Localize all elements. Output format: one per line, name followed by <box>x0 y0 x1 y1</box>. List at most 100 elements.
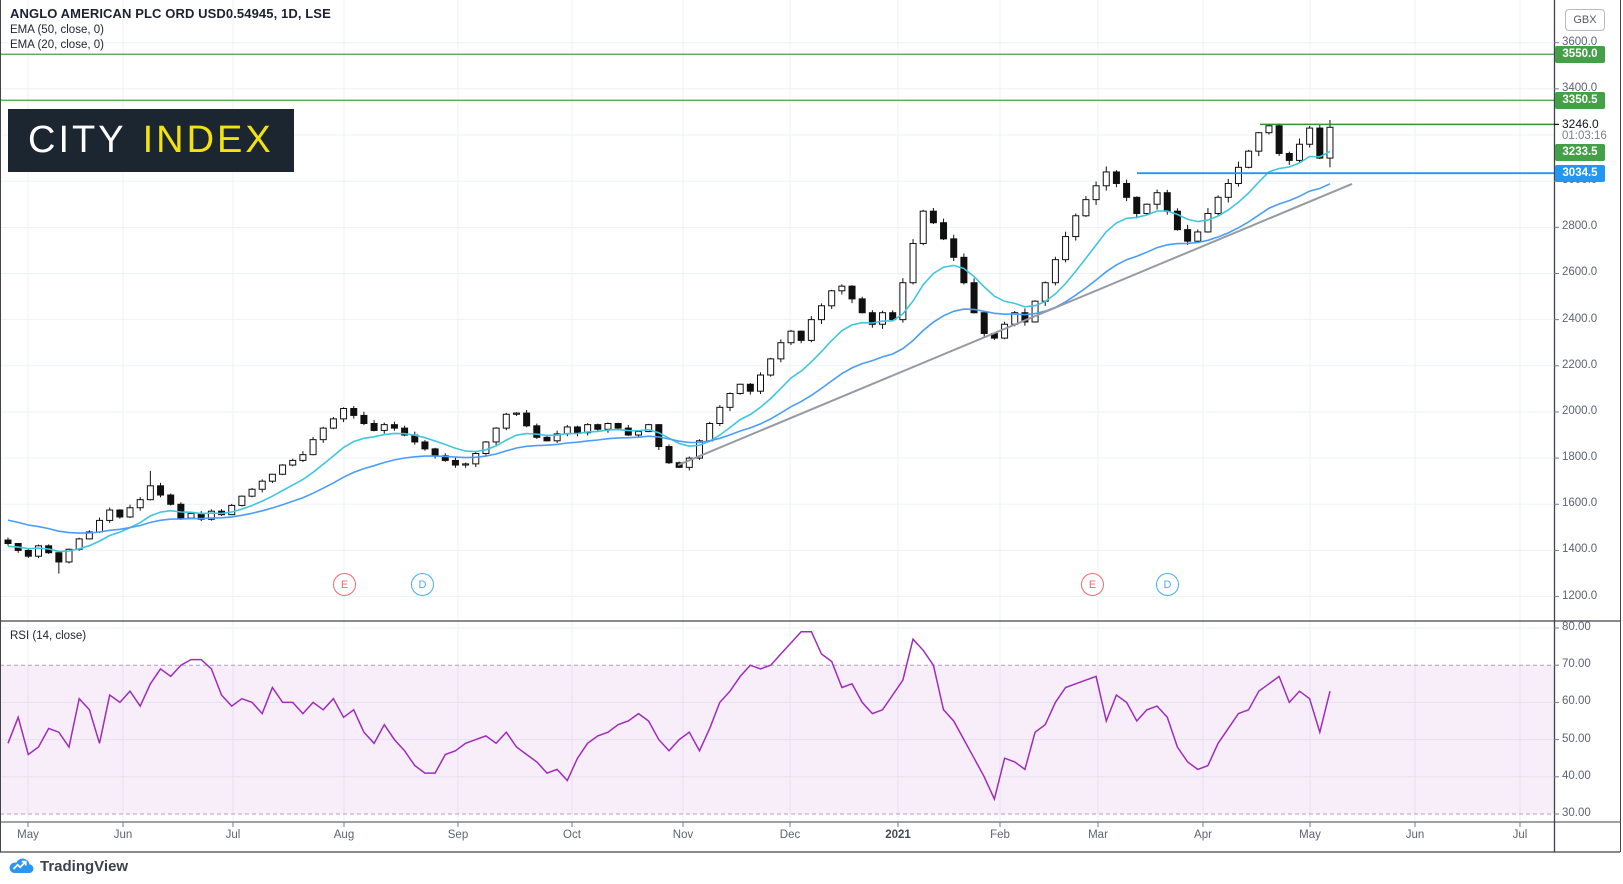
candle <box>624 427 632 436</box>
candle <box>1051 259 1059 284</box>
candle <box>1234 166 1242 184</box>
price-level-label: 3246.0 <box>1562 117 1599 131</box>
candle <box>1062 236 1070 261</box>
candle <box>451 459 459 466</box>
candle <box>533 425 541 438</box>
candle <box>248 488 256 497</box>
candle <box>594 424 602 430</box>
tradingview-brand-text: TradingView <box>40 857 129 875</box>
candle <box>899 282 907 321</box>
candle <box>1265 125 1273 134</box>
time-axis-label: Jun <box>113 829 133 841</box>
time-axis-label: Oct <box>563 829 581 841</box>
candle <box>340 407 348 420</box>
candle <box>390 424 398 429</box>
candle <box>584 424 592 434</box>
price-axis-tick: 2600.0 <box>1562 266 1598 279</box>
price-badge-3034: 3034.5 <box>1555 164 1605 182</box>
earnings-marker[interactable]: E <box>333 573 356 596</box>
candle <box>1123 182 1131 198</box>
indicator-legend-ema20[interactable]: EMA (20, close, 0) <box>10 39 104 51</box>
rsi-line[interactable] <box>7 630 1331 802</box>
candle <box>706 422 714 442</box>
time-axis-label: 2021 <box>885 829 911 841</box>
tradingview-logo[interactable]: TradingView <box>8 856 128 876</box>
candle <box>96 519 104 533</box>
time-axis-label: Jun <box>1405 829 1425 841</box>
candle <box>380 424 388 431</box>
candle <box>258 480 266 490</box>
earnings-marker[interactable]: E <box>1081 573 1104 596</box>
rsi-band <box>0 665 1554 814</box>
candle <box>502 413 510 429</box>
rsi-legend[interactable]: RSI (14, close) <box>10 630 87 642</box>
candle <box>116 509 124 518</box>
candle <box>1255 132 1263 152</box>
candle <box>289 459 297 466</box>
candle <box>1153 192 1161 205</box>
time-axis-label: May <box>17 829 39 841</box>
candle <box>1285 152 1293 161</box>
candle <box>523 412 531 427</box>
candle <box>1224 182 1232 198</box>
candle <box>472 452 480 465</box>
candle <box>950 238 958 258</box>
candle <box>848 285 856 300</box>
candle <box>604 422 612 430</box>
price-axis-tick: 2400.0 <box>1562 312 1598 325</box>
candle <box>746 383 754 392</box>
candle <box>1194 231 1202 242</box>
candle <box>1184 229 1192 242</box>
candle <box>187 513 195 519</box>
candle <box>736 383 744 394</box>
candle <box>695 440 703 459</box>
candle <box>777 342 785 360</box>
candle <box>65 548 73 563</box>
candle <box>136 499 144 509</box>
candle <box>1001 323 1009 339</box>
city-index-watermark: CITY INDEX <box>8 109 294 172</box>
candle <box>1082 199 1090 217</box>
tradingview-cloud-icon <box>9 858 34 874</box>
currency-toggle-button[interactable]: GBX <box>1565 9 1605 31</box>
candle <box>126 507 134 518</box>
candle <box>360 414 368 424</box>
candle <box>401 427 409 436</box>
last-price-badge: 3233.5 <box>1555 143 1605 161</box>
candle <box>4 539 12 545</box>
time-axis-label: Feb <box>990 829 1010 841</box>
candle <box>614 422 622 429</box>
candle <box>634 431 642 436</box>
ema-line-20[interactable] <box>7 150 1331 553</box>
candle <box>818 305 826 321</box>
candle <box>645 424 653 433</box>
dividend-marker[interactable]: D <box>411 573 434 596</box>
price-axis-tick: 1600.0 <box>1562 497 1598 510</box>
candle <box>665 446 673 464</box>
indicator-legend-ema50[interactable]: EMA (50, close, 0) <box>10 24 104 36</box>
candle <box>1245 150 1253 168</box>
candle <box>268 473 276 482</box>
candle <box>797 330 805 341</box>
candle <box>716 406 724 424</box>
time-axis-label: May <box>1299 829 1321 841</box>
ema-line-50[interactable] <box>7 183 1331 534</box>
candle <box>106 509 114 521</box>
symbol-title[interactable]: ANGLO AMERICAN PLC ORD USD0.54945, 1D, L… <box>10 6 331 21</box>
candle <box>1102 171 1110 187</box>
candle <box>858 298 866 314</box>
time-axis-label: Aug <box>333 829 355 841</box>
time-axis-label: Nov <box>672 829 694 841</box>
time-axis-label: Mar <box>1088 829 1108 841</box>
price-axis-tick: 3600.0 <box>1562 35 1598 48</box>
candle <box>24 549 32 557</box>
candle <box>909 242 917 284</box>
rsi-axis-tick: 70.00 <box>1562 658 1591 671</box>
dividend-marker[interactable]: D <box>1156 573 1179 596</box>
candle <box>1275 125 1283 154</box>
rsi-axis-tick: 30.00 <box>1562 807 1591 819</box>
candle <box>309 439 317 456</box>
candle <box>1021 312 1029 323</box>
candle <box>431 448 439 457</box>
